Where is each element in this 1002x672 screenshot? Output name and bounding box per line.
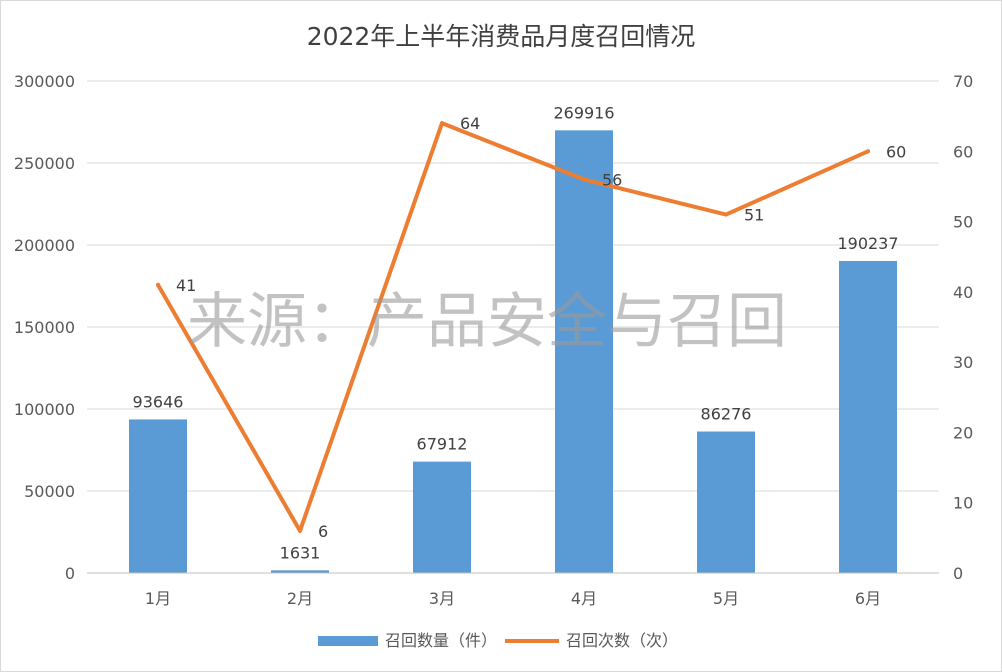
chart-title: 2022年上半年消费品月度召回情况 — [307, 22, 696, 51]
line-data-label: 60 — [886, 142, 906, 161]
legend-label-bar: 召回数量（件） — [385, 631, 497, 650]
legend-swatch-bar — [318, 636, 378, 646]
line-point — [724, 212, 728, 217]
y-right-tick-label: 50 — [953, 213, 973, 232]
y-left-tick-label: 50000 — [24, 482, 75, 501]
y-right-tick-label: 30 — [953, 353, 973, 372]
line-point — [440, 121, 444, 126]
gridlines — [87, 80, 939, 492]
legend: 召回数量（件） 召回次数（次） — [318, 631, 678, 650]
bar-data-label: 190237 — [837, 234, 898, 253]
line-data-label: 6 — [318, 522, 328, 541]
line-series — [156, 121, 870, 533]
bar — [697, 431, 755, 573]
line-data-label: 56 — [602, 170, 622, 189]
bar — [555, 130, 613, 573]
watermark-text: 来源：产品安全与召回 — [187, 287, 787, 357]
data-labels: 93646 1631 67912 269916 86276 190237 41 6 64 56 51… — [133, 103, 907, 562]
x-tick-label: 3月 — [429, 589, 455, 608]
bar — [413, 461, 471, 573]
legend-label-line: 召回次数（次） — [566, 631, 678, 650]
bar-data-label: 86276 — [701, 405, 752, 424]
y-right-tick-label: 60 — [953, 142, 973, 161]
bar — [271, 570, 329, 573]
line-data-label: 51 — [744, 206, 764, 225]
y-right-tick-label: 10 — [953, 494, 973, 513]
y-right-tick-label: 20 — [953, 423, 973, 442]
y-left-tick-label: 150000 — [14, 318, 75, 337]
line-data-label: 41 — [176, 276, 196, 295]
line-point — [866, 149, 870, 154]
x-tick-label: 2月 — [287, 589, 313, 608]
line-data-label: 64 — [460, 114, 480, 133]
bar — [839, 261, 897, 573]
bar-data-label: 67912 — [417, 435, 468, 454]
x-tick-label: 1月 — [145, 589, 171, 608]
line-point — [298, 528, 302, 533]
line-point — [156, 282, 160, 287]
x-tick-label: 4月 — [571, 589, 597, 608]
bar-data-label: 1631 — [280, 543, 321, 562]
bar-series — [129, 130, 897, 573]
y-right-tick-label: 0 — [953, 564, 963, 583]
line-path — [156, 121, 870, 533]
y-left-tick-label: 300000 — [14, 72, 75, 91]
x-tick-label: 6月 — [855, 589, 881, 608]
y-left-tick-label: 200000 — [14, 236, 75, 255]
y-left-tick-label: 100000 — [14, 400, 75, 419]
bar-data-label: 269916 — [553, 103, 614, 122]
y-right-tick-label: 40 — [953, 283, 973, 302]
axes: 0 50000 100000 150000 200000 250000 300000 0 10 2… — [14, 72, 973, 608]
x-tick-label: 5月 — [713, 589, 739, 608]
y-right-tick-label: 70 — [953, 72, 973, 91]
y-left-tick-label: 0 — [65, 564, 75, 583]
y-left-tick-label: 250000 — [14, 154, 75, 173]
line-point — [582, 177, 586, 182]
bar-data-label: 93646 — [133, 392, 184, 411]
bar — [129, 419, 187, 573]
